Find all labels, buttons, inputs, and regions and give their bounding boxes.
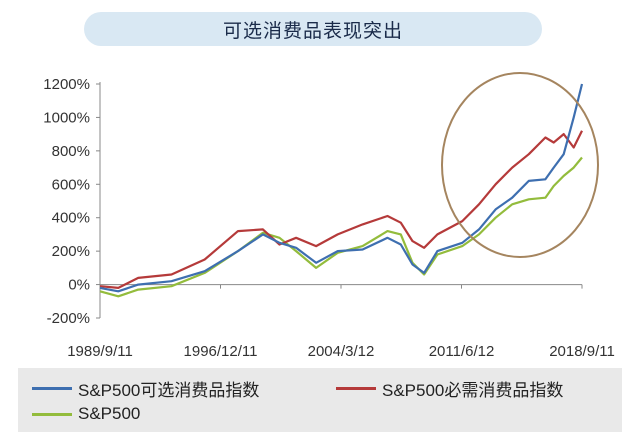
legend-label: S&P500 (78, 404, 141, 423)
legend-label: S&P500必需消费品指数 (382, 381, 564, 400)
chart-title: 可选消费品表现突出 (84, 12, 542, 46)
legend-swatch-green (32, 412, 72, 416)
legend-item-sp500: S&P500 (32, 404, 140, 424)
x-axis: 1989/9/11 1996/12/11 2004/3/12 2011/6/12 201… (67, 284, 615, 360)
legend-swatch-blue (32, 387, 72, 390)
x-tick-label: 1996/12/11 (184, 343, 258, 360)
x-tick-label: 2004/3/12 (308, 343, 375, 360)
y-tick-label: 800% (52, 143, 90, 160)
y-tick-label: 0% (68, 277, 90, 294)
legend-item-consumer-discretionary: S&P500可选消费品指数 (32, 376, 259, 401)
y-tick-label: 200% (52, 243, 90, 260)
y-tick-label: -200% (47, 310, 90, 327)
legend-label: S&P500可选消费品指数 (78, 381, 260, 400)
legend-item-consumer-staples: S&P500必需消费品指数 (336, 376, 563, 401)
series-line-2 (99, 156, 583, 298)
series-line-0 (99, 83, 584, 293)
highlight-circle (441, 72, 599, 258)
y-tick-label: 400% (52, 210, 90, 227)
y-tick-label: 1200% (43, 76, 90, 93)
series-lines (99, 83, 584, 298)
y-axis: 1200% 1000% 800% 600% 400% 200% 0% -200% (43, 76, 101, 327)
series-line-1 (99, 130, 583, 289)
x-tick-label: 2011/6/12 (429, 343, 495, 360)
y-tick-label: 600% (52, 176, 90, 193)
x-tick-label: 2018/9/11 (549, 343, 615, 360)
legend-swatch-red (336, 387, 376, 390)
y-tick-label: 1000% (43, 109, 90, 126)
x-tick-label: 1989/9/11 (67, 343, 133, 360)
legend: S&P500可选消费品指数 S&P500必需消费品指数 S&P500 (18, 368, 622, 432)
